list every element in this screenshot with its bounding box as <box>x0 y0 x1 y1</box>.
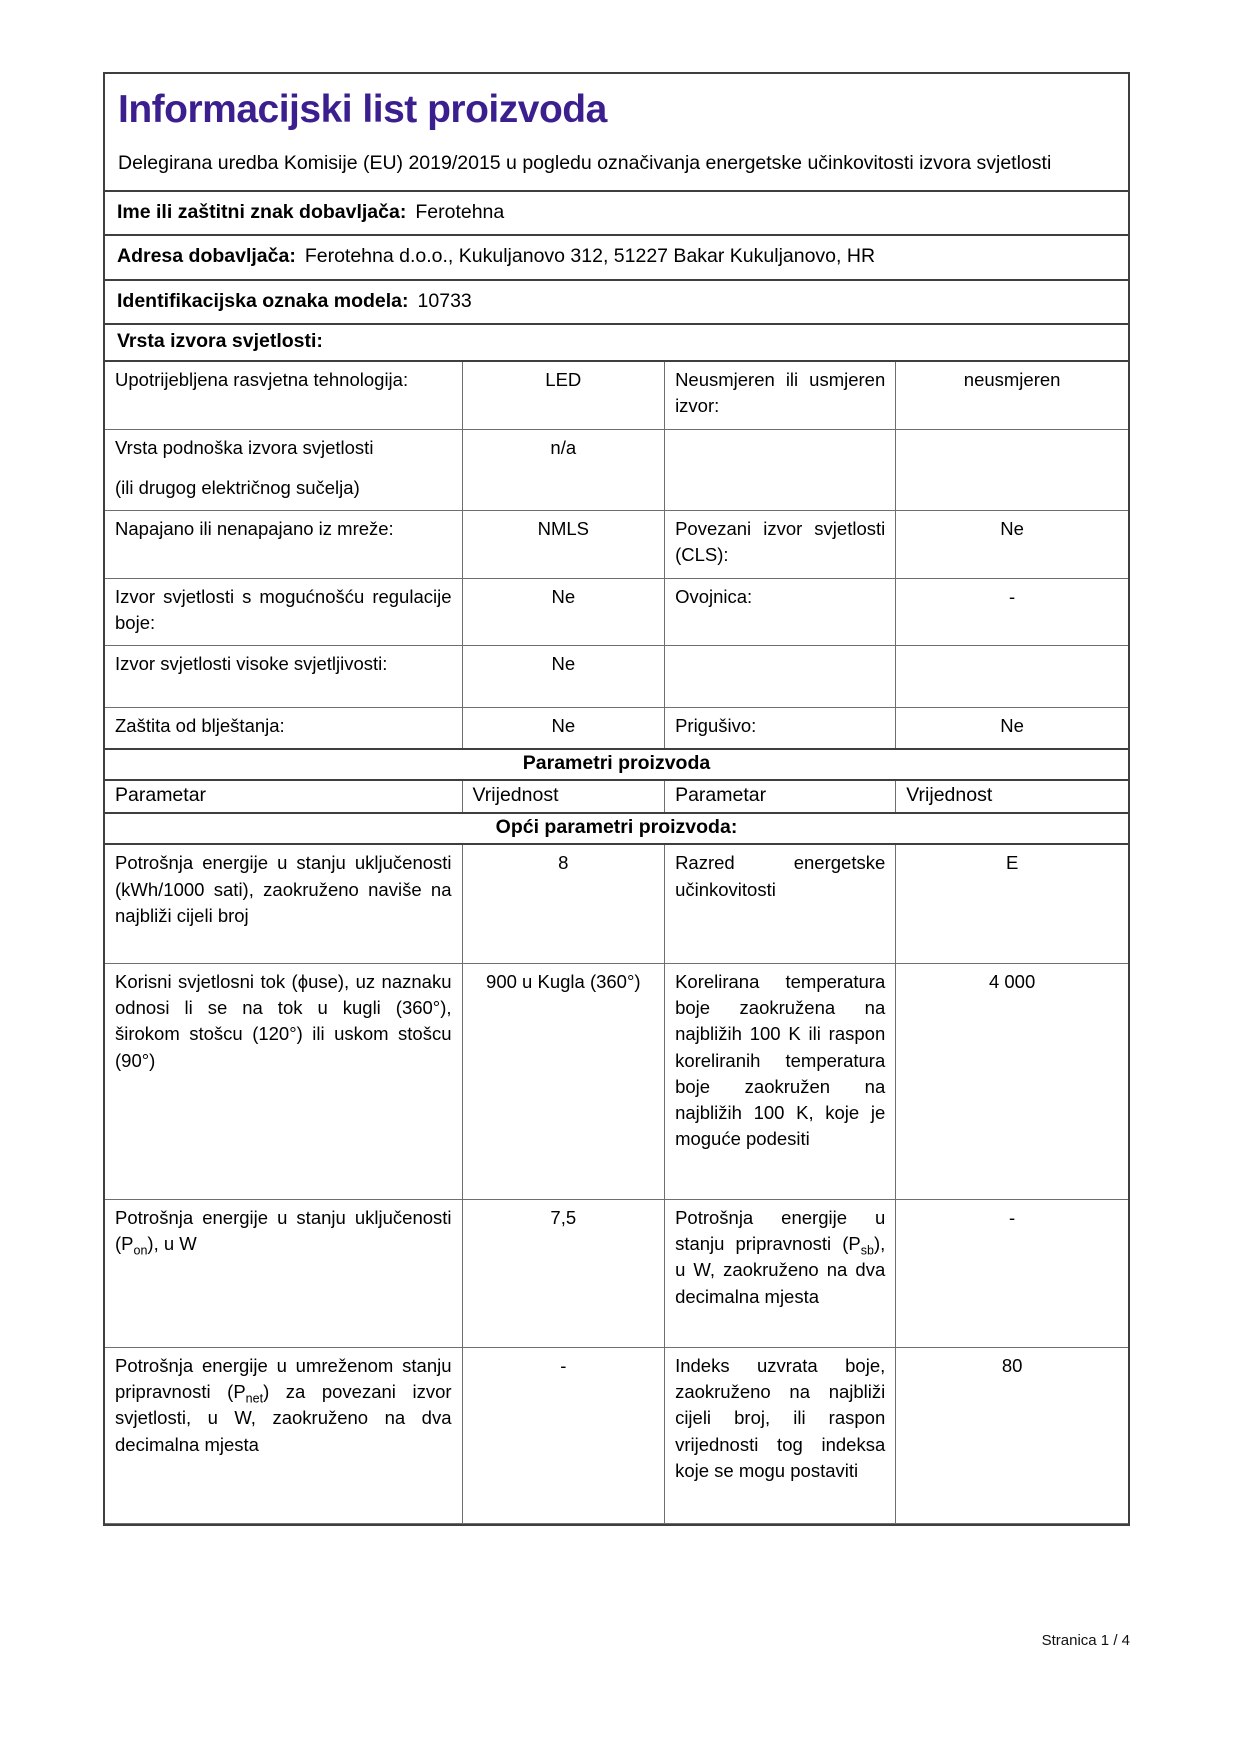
value-cell: Ne <box>461 645 666 709</box>
table-row: Napajano ili nenapajano iz mreže: NMLS P… <box>104 510 1129 579</box>
value-cell: 8 <box>461 844 666 964</box>
value-cell: LED <box>461 361 666 430</box>
table-row: Vrsta podnoška izvora svjetlosti (ili dr… <box>104 428 1129 512</box>
table-row: Izvor svjetlosti visoke svjetljivosti: N… <box>104 645 1129 709</box>
field-label: Identifikacijska oznaka modela: <box>117 289 409 312</box>
page-number: Stranica 1 / 4 <box>1041 1632 1130 1649</box>
table-row: Adresa dobavljača: Ferotehna d.o.o., Kuku… <box>105 235 1128 281</box>
table-row: Identifikacijska oznaka modela: 10733 <box>105 280 1128 324</box>
section-heading-light-source-type: Vrsta izvora svjetlosti: <box>105 325 1128 362</box>
param-cell: Povezani izvor svjetlosti (CLS): <box>664 510 897 579</box>
table-row: Potrošnja energije u stanju uključenosti… <box>104 844 1129 964</box>
field-value: Ferotehna <box>415 201 505 224</box>
param-cell: Potrošnja energije u stanju uključenosti… <box>104 844 463 964</box>
param-cell: Potrošnja energije u umreženom stanju pr… <box>104 1346 463 1524</box>
value-cell <box>895 428 1129 512</box>
subscript: net <box>245 1391 264 1406</box>
param-cell <box>664 645 897 709</box>
table-row: Potrošnja energije u umreženom stanju pr… <box>104 1346 1129 1524</box>
table-row: Korisni svjetlosni tok (ϕuse), uz naznak… <box>104 962 1129 1200</box>
param-line: (ili drugog električnog sučelja) <box>115 476 360 498</box>
param-line: Vrsta podnoška izvora svjetlosti <box>115 436 374 458</box>
field-value: Ferotehna d.o.o., Kukuljanovo 312, 51227… <box>304 245 876 268</box>
field-label: Ime ili zaštitni znak dobavljača: <box>117 201 407 224</box>
param-cell: Potrošnja energije u stanju pripravnosti… <box>664 1198 897 1348</box>
table-row: Izvor svjetlosti s mogućnošću regulacije… <box>104 577 1129 647</box>
param-cell: Korisni svjetlosni tok (ϕuse), uz naznak… <box>104 962 463 1200</box>
column-header: Parametar <box>104 780 463 814</box>
section-banner-product-parameters: Parametri proizvoda <box>105 750 1128 782</box>
model-id-cell: Identifikacijska oznaka modela: 10733 <box>105 280 1128 324</box>
value-cell: E <box>895 844 1129 964</box>
value-cell: Ne <box>461 707 666 750</box>
page-subtitle: Delegirana uredba Komisije (EU) 2019/201… <box>118 151 1052 174</box>
value-cell: - <box>461 1346 666 1524</box>
field-label: Adresa dobavljača: <box>117 245 296 268</box>
section-banner-general-parameters: Opći parametri proizvoda: <box>105 814 1128 846</box>
param-cell: Korelirana temperatura boje zaokružena n… <box>664 962 897 1200</box>
value-cell: Ne <box>895 707 1129 750</box>
subscript: sb <box>860 1243 874 1258</box>
table-row: Potrošnja energije u stanju uključenosti… <box>104 1198 1129 1348</box>
param-cell: Upotrijebljena rasvjetna tehnologija: <box>104 361 463 430</box>
parameters-header-row: Parametar Vrijednost Parametar Vrijednos… <box>104 780 1129 815</box>
table-row: Zaštita od blještanja: Ne Prigušivo: Ne <box>104 707 1129 750</box>
supplier-info-table: Ime ili zaštitni znak dobavljača: Feroteh… <box>105 192 1128 325</box>
supplier-name-cell: Ime ili zaštitni znak dobavljača: Feroteh… <box>105 192 1128 237</box>
param-cell <box>664 428 897 512</box>
value-cell: 4 000 <box>895 962 1129 1200</box>
value-cell: 7,5 <box>461 1198 666 1348</box>
value-cell: 80 <box>895 1346 1129 1524</box>
value-cell: 900 u Kugla (360°) <box>461 962 666 1200</box>
title-block: Informacijski list proizvoda Delegirana … <box>105 74 1128 193</box>
param-cell: Prigušivo: <box>664 707 897 750</box>
param-cell: Napajano ili nenapajano iz mreže: <box>104 510 463 579</box>
param-cell: Indeks uzvrata boje, zaokruženo na najbl… <box>664 1346 897 1524</box>
value-cell: NMLS <box>461 510 666 579</box>
value-cell: n/a <box>461 428 666 512</box>
table-row: Upotrijebljena rasvjetna tehnologija: LE… <box>104 361 1129 430</box>
param-cell: Izvor svjetlosti s mogućnošću regulacije… <box>104 577 463 647</box>
page-title: Informacijski list proizvoda <box>118 88 607 131</box>
value-cell: - <box>895 1198 1129 1348</box>
field-value: 10733 <box>417 289 472 312</box>
subscript: on <box>133 1243 148 1258</box>
column-header: Vrijednost <box>461 780 666 814</box>
param-cell: Razred energetske učinkovitosti <box>664 844 897 964</box>
light-source-type-table: Upotrijebljena rasvjetna tehnologija: LE… <box>104 361 1129 751</box>
value-cell: neusmjeren <box>895 361 1129 430</box>
param-cell: Vrsta podnoška izvora svjetlosti (ili dr… <box>104 428 463 512</box>
table-row: Parametar Vrijednost Parametar Vrijednos… <box>104 780 1129 814</box>
supplier-address-cell: Adresa dobavljača: Ferotehna d.o.o., Kuku… <box>105 235 1128 281</box>
param-cell: Neusmjeren ili usmjeren izvor: <box>664 361 897 430</box>
value-cell <box>895 645 1129 709</box>
param-cell: Izvor svjetlosti visoke svjetljivosti: <box>104 645 463 709</box>
table-row: Ime ili zaštitni znak dobavljača: Feroteh… <box>105 192 1128 237</box>
param-cell: Potrošnja energije u stanju uključenosti… <box>104 1198 463 1348</box>
value-cell: Ne <box>461 577 666 647</box>
param-cell: Zaštita od blještanja: <box>104 707 463 750</box>
value-cell: Ne <box>895 510 1129 579</box>
column-header: Vrijednost <box>895 780 1129 814</box>
product-info-sheet: Informacijski list proizvoda Delegirana … <box>103 72 1130 1526</box>
param-cell: Ovojnica: <box>664 577 897 647</box>
value-cell: - <box>895 577 1129 647</box>
column-header: Parametar <box>664 780 897 814</box>
general-parameters-table: Potrošnja energije u stanju uključenosti… <box>104 844 1129 1524</box>
